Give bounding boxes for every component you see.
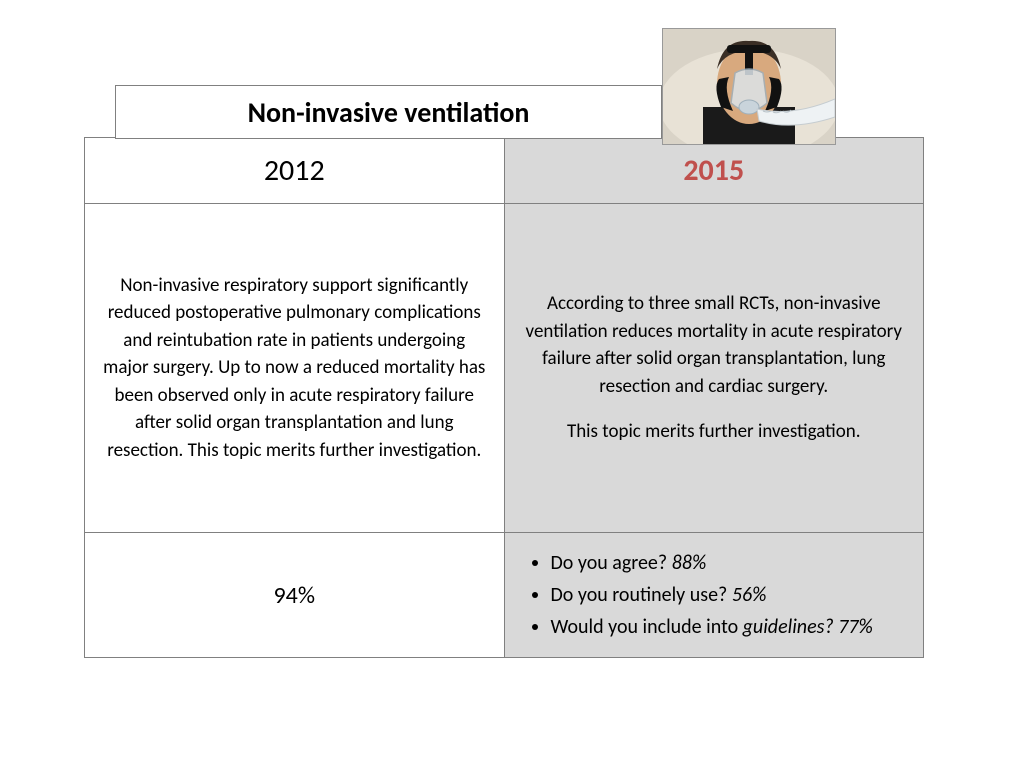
slide: Non-invasive ventilation 2012 2015 Non-i… <box>0 0 1024 768</box>
question-text: Do you agree? <box>551 551 672 575</box>
slide-title: Non-invasive ventilation <box>115 85 662 139</box>
niv-patient-photo <box>662 28 836 145</box>
body-2015-p1: According to three small RCTs, non-invas… <box>523 290 906 400</box>
year-row: 2012 2015 <box>85 138 924 204</box>
stat-2015: Do you agree? 88% Do you routinely use? … <box>504 533 924 658</box>
list-item: Do you routinely use? 56% <box>551 579 906 611</box>
question-text: Would you include into <box>551 615 743 639</box>
question-value: 56% <box>732 583 767 607</box>
question-value: 77% <box>838 615 873 639</box>
body-2012: Non-invasive respiratory support signifi… <box>85 204 505 533</box>
niv-mask-illustration <box>663 29 835 144</box>
question-text: Do you routinely use? <box>551 583 732 607</box>
stats-row: 94% Do you agree? 88% Do you routinely u… <box>85 533 924 658</box>
body-2015-p2: This topic merits further investigation. <box>523 418 906 446</box>
year-2015-cell: 2015 <box>504 138 924 204</box>
question-value: 88% <box>672 551 707 575</box>
list-item: Do you agree? 88% <box>551 547 906 579</box>
body-row: Non-invasive respiratory support signifi… <box>85 204 924 533</box>
question-guidelines: guidelines? <box>743 615 839 639</box>
year-2012-cell: 2012 <box>85 138 505 204</box>
list-item: Would you include into guidelines? 77% <box>551 611 906 643</box>
stat-2012: 94% <box>85 533 505 658</box>
comparison-table: 2012 2015 Non-invasive respiratory suppo… <box>84 137 924 658</box>
question-list: Do you agree? 88% Do you routinely use? … <box>523 547 906 643</box>
body-2015: According to three small RCTs, non-invas… <box>504 204 924 533</box>
